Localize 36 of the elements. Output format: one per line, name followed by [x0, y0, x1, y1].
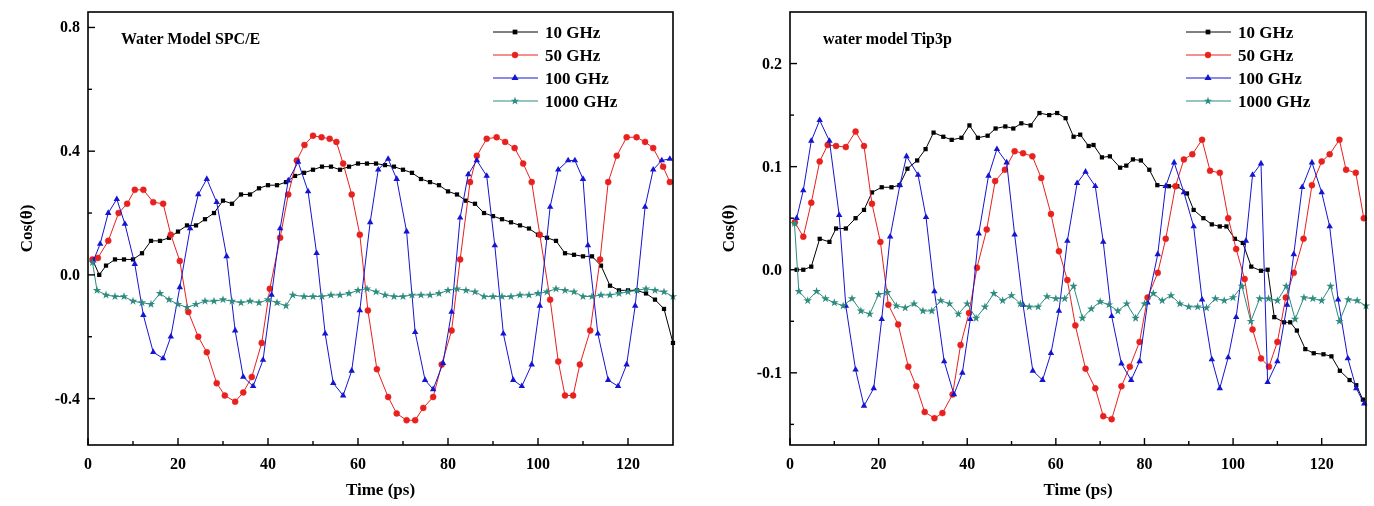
- y-axis-title: Cos(θ): [17, 204, 36, 253]
- x-axis-title: Time (ps): [1043, 480, 1113, 499]
- y-tick-label: -0.1: [756, 363, 782, 381]
- y-tick-label: 0.4: [60, 142, 80, 160]
- x-tick-label: 60: [350, 455, 366, 472]
- legend-label: 100 GHz: [545, 69, 610, 88]
- x-tick-label: 100: [1221, 455, 1246, 472]
- x-axis-title: Time (ps): [345, 480, 416, 499]
- legend-label: 100 GHz: [1238, 69, 1303, 88]
- x-tick-label: 20: [170, 455, 186, 472]
- x-tick-label: 60: [1047, 455, 1064, 472]
- x-tick-label: 20: [870, 455, 887, 472]
- x-tick-label: 80: [440, 455, 456, 472]
- x-tick-label: 0: [786, 455, 794, 472]
- y-tick-label: 0.2: [762, 54, 782, 72]
- y-tick-label: 0.8: [60, 18, 80, 36]
- text: Water Model SPC/E: [121, 30, 261, 47]
- x-tick-label: 40: [959, 455, 976, 472]
- y-tick-label: 0.0: [60, 265, 80, 283]
- legend-label: 50 GHz: [1238, 46, 1294, 65]
- x-tick-label: 100: [526, 455, 550, 472]
- legend-label: 10 GHz: [1238, 23, 1294, 42]
- legend-label: 10 GHz: [545, 23, 601, 42]
- x-tick-label: 40: [260, 455, 276, 472]
- legend-label: 50 GHz: [545, 46, 601, 65]
- x-tick-label: 120: [1309, 455, 1334, 472]
- y-tick-label: 0.1: [762, 157, 782, 175]
- y-axis-title: Cos(θ): [719, 204, 738, 253]
- y-tick-label: 0.0: [762, 260, 782, 278]
- legend-label: 1000 GHz: [545, 92, 618, 111]
- y-tick-label: -0.4: [54, 389, 80, 407]
- legend-label: 1000 GHz: [1238, 92, 1311, 111]
- x-tick-label: 0: [84, 455, 92, 472]
- text: water model Tip3p: [823, 30, 953, 48]
- x-tick-label: 80: [1136, 455, 1153, 472]
- x-tick-label: 120: [616, 455, 640, 472]
